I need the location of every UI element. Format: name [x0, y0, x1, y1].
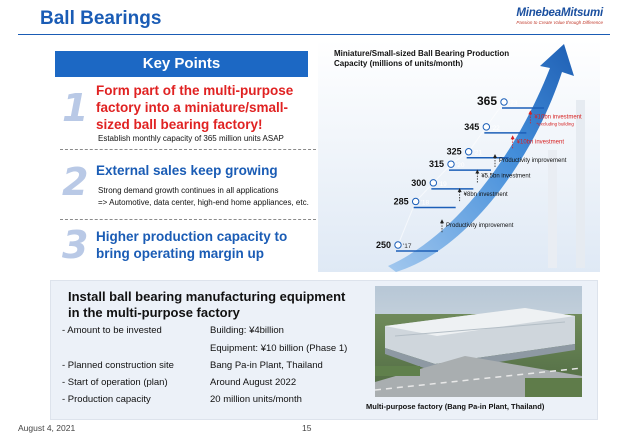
facility-row-value: Around August 2022	[210, 377, 297, 388]
key-point-2-body: Strong demand growth continues in all ap…	[98, 185, 309, 209]
year-label: '20	[456, 162, 465, 169]
title-divider	[18, 34, 610, 35]
facility-row-value: Bang Pa-in Plant, Thailand	[210, 360, 323, 371]
key-point-1-headline: Form part of the multi-purpose factory i…	[96, 83, 294, 132]
capacity-value-label: 345	[464, 122, 479, 132]
annotation-label: ¥5.5bn investment	[481, 174, 530, 180]
key-point-1-body: Establish monthly capacity of 365 millio…	[98, 134, 284, 143]
capacity-value-label: 365	[477, 94, 497, 108]
page-number: 15	[302, 423, 312, 433]
annotation-label: ¥10bn investment	[534, 114, 582, 120]
year-label: '21	[474, 150, 483, 157]
capacity-point	[447, 160, 455, 168]
company-logo: MinebeaMitsumi Passion to Create Value t…	[516, 7, 603, 25]
annotation-label: Productivity improvement	[499, 158, 567, 164]
annotation-arrowhead	[475, 169, 480, 174]
factory-illustration	[375, 286, 582, 397]
year-label: '18	[421, 199, 430, 206]
capacity-point	[429, 179, 438, 187]
facility-heading: Install ball bearing manufacturing equip…	[68, 289, 346, 320]
annotation-note: *excluding building	[536, 121, 574, 126]
capacity-value-label: 325	[447, 147, 462, 157]
facility-row-value: Building: ¥4billion	[210, 325, 284, 336]
annotation-arrowhead	[440, 219, 444, 224]
capacity-point	[482, 123, 491, 131]
annotation-arrowhead	[528, 110, 533, 115]
facility-row-value: Equipment: ¥10 billion (Phase 1)	[210, 343, 348, 354]
key-point-divider	[60, 149, 316, 150]
year-label: '22	[491, 125, 500, 132]
capacity-point	[464, 148, 473, 156]
year-label: '23	[509, 100, 518, 107]
capacity-chart-svg: 250 '17 285 '18 300 '19 315 '20 325 '21 345 '22 365 '…	[318, 40, 600, 272]
facility-row-label: - Production capacity	[62, 394, 151, 405]
growth-arrow	[388, 44, 574, 272]
facility-row-label: - Amount to be invested	[62, 325, 162, 336]
capacity-value-label: 250	[376, 240, 391, 250]
key-points-heading: Key Points	[55, 51, 308, 77]
capacity-point	[411, 197, 420, 206]
logo-name: MinebeaMitsumi	[516, 7, 603, 19]
facility-row-value: 20 million units/month	[210, 394, 302, 405]
logo-tagline: Passion to Create Value through Differen…	[516, 20, 603, 25]
facility-row-label: - Planned construction site	[62, 360, 174, 371]
key-point-3-headline: Higher production capacity to bring oper…	[96, 229, 288, 261]
key-point-divider	[60, 219, 316, 220]
photo-caption: Multi-purpose factory (Bang Pa-in Plant,…	[366, 402, 545, 411]
capacity-value-label: 285	[394, 196, 409, 206]
footer-date: August 4, 2021	[18, 423, 76, 433]
annotation-label: ¥10bn investment	[517, 139, 565, 145]
chart-title: Miniature/Small-sized Ball Bearing Produ…	[334, 49, 510, 68]
page-title: Ball Bearings	[40, 8, 162, 29]
annotation-arrowhead	[510, 135, 515, 140]
key-point-number-3: 3	[62, 223, 89, 267]
year-label: '19	[438, 181, 447, 188]
chart-backdrop-column	[576, 100, 585, 268]
chart-backdrop-column	[548, 150, 557, 268]
key-point-number-1: 1	[62, 86, 89, 130]
annotation-arrowhead	[457, 188, 462, 193]
key-point-number-2: 2	[62, 160, 89, 204]
capacity-value-label: 300	[411, 178, 426, 188]
annotation-label: Productivity improvement	[446, 223, 514, 229]
key-point-2-headline: External sales keep growing	[96, 163, 278, 178]
capacity-point	[394, 241, 402, 249]
key-point-2-line-1: Strong demand growth continues in all ap…	[98, 186, 279, 195]
key-point-2-line-2: => Automotive, data center, high-end hom…	[98, 198, 309, 207]
capacity-chart: 250 '17 285 '18 300 '19 315 '20 325 '21 345 '22 365 '…	[318, 40, 600, 272]
factory-photo	[375, 286, 582, 397]
year-label: '17	[403, 243, 412, 250]
capacity-point	[500, 98, 508, 106]
annotation-label: ¥8bn investment	[464, 192, 508, 198]
annotation-arrowhead	[493, 153, 497, 158]
capacity-value-label: 315	[429, 159, 444, 169]
facility-row-label: - Start of operation (plan)	[62, 377, 168, 388]
